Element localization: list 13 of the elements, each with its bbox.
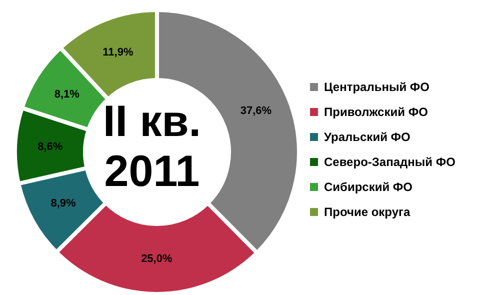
data-label: 11,9% bbox=[102, 46, 134, 58]
data-label: 8,1% bbox=[54, 88, 80, 100]
legend-label: Приволжский ФО bbox=[324, 104, 428, 118]
text: II кв. 2011 bbox=[102, 97, 202, 197]
legend-label: Сибирский ФО bbox=[324, 180, 413, 194]
legend-label: Уральский ФО bbox=[324, 130, 410, 144]
data-label: 8,6% bbox=[38, 141, 63, 154]
data-label: 37,6% bbox=[240, 105, 272, 118]
legend-label: Северо-Западный ФО bbox=[324, 154, 456, 168]
legend-label: Прочие округа bbox=[324, 204, 410, 218]
data-label: 25,0% bbox=[141, 253, 172, 265]
legend-label: Центральный ФО bbox=[324, 80, 430, 94]
data-label: 8,9% bbox=[50, 198, 76, 210]
